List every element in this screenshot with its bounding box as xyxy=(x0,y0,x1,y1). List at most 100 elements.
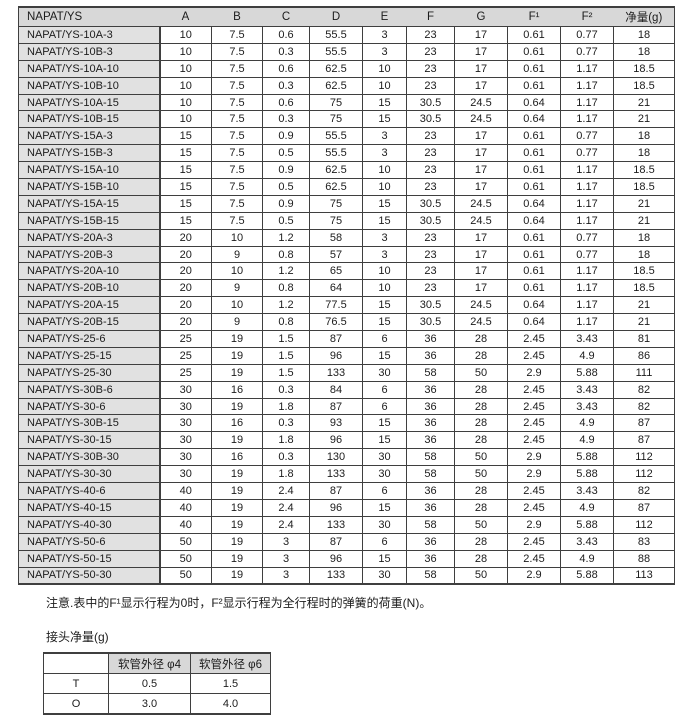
value-cell: 36 xyxy=(406,380,455,399)
value-cell: 7.5 xyxy=(211,178,263,196)
table-row: NAPAT/YS-30B-15 30 16 0.3 93 15 36 28 2.45 4.9 87 xyxy=(18,414,675,433)
value-cell: 87 xyxy=(613,431,675,450)
model-cell: NAPAT/YS-10B-10 xyxy=(18,76,161,95)
value-cell: 58 xyxy=(406,515,455,534)
value-cell: 65 xyxy=(309,262,363,281)
value-cell: 0.64 xyxy=(507,194,561,213)
value-cell: 28 xyxy=(454,532,508,551)
value-cell: 3.43 xyxy=(560,380,614,399)
value-cell: 3 xyxy=(362,245,407,264)
value-cell: 10 xyxy=(159,76,212,95)
value-cell: 19 xyxy=(211,363,263,382)
table-row: NAPAT/YS-40-15 40 19 2.4 96 15 36 28 2.45 4.9 87 xyxy=(18,498,675,517)
value-cell: 2.45 xyxy=(507,532,561,551)
value-cell: 28 xyxy=(454,498,508,517)
value-cell: 36 xyxy=(406,498,455,517)
value-cell: 1.17 xyxy=(560,93,614,112)
value-cell: 58 xyxy=(406,566,455,585)
value-cell: 5.88 xyxy=(560,363,614,382)
value-cell: 55.5 xyxy=(309,144,363,163)
value-cell: 18 xyxy=(613,42,675,61)
value-cell: 9 xyxy=(211,313,263,332)
value-cell: 83 xyxy=(613,532,675,551)
value-cell: 1.8 xyxy=(262,431,310,450)
table-row: NAPAT/YS-10A-15 10 7.5 0.6 75 15 30.5 24.5 0.64 1… xyxy=(18,93,675,112)
spec-column-header: F xyxy=(406,7,455,27)
row-label-cell: O xyxy=(43,693,109,715)
value-cell: 15 xyxy=(362,296,407,315)
value-cell: 7.5 xyxy=(211,42,263,61)
table-row: NAPAT/YS-25-6 25 19 1.5 87 6 36 28 2.45 3.43 81 xyxy=(18,330,675,348)
value-cell: 40 xyxy=(159,482,212,500)
value-cell: 0.61 xyxy=(507,279,561,298)
value-cell: 17 xyxy=(454,144,508,163)
value-cell: 0.5 xyxy=(262,178,310,196)
value-cell: 15 xyxy=(159,211,212,230)
value-cell: 18 xyxy=(613,127,675,146)
value-cell: 19 xyxy=(211,330,263,348)
value-cell: 1.8 xyxy=(262,397,310,416)
value-cell: 3 xyxy=(262,566,310,585)
value-cell: 4.0 xyxy=(190,693,271,715)
value-cell: 23 xyxy=(406,76,455,95)
value-cell: 75 xyxy=(309,211,363,230)
value-cell: 15 xyxy=(362,93,407,112)
value-cell: 10 xyxy=(362,161,407,180)
value-cell: 77.5 xyxy=(309,296,363,315)
value-cell: 5.88 xyxy=(560,515,614,534)
value-cell: 20 xyxy=(159,262,212,281)
table-row: NAPAT/YS-30-6 30 19 1.8 87 6 36 28 2.45 3.43 82 xyxy=(18,397,675,416)
value-cell: 20 xyxy=(159,296,212,315)
value-cell: 15 xyxy=(159,144,212,163)
value-cell: 10 xyxy=(159,93,212,112)
value-cell: 0.64 xyxy=(507,110,561,129)
value-cell: 18 xyxy=(613,26,675,44)
model-cell: NAPAT/YS-10A-15 xyxy=(18,93,161,112)
value-cell: 15 xyxy=(159,127,212,146)
value-cell: 0.9 xyxy=(262,194,310,213)
spec-column-header: B xyxy=(211,7,263,27)
value-cell: 17 xyxy=(454,127,508,146)
value-cell: 24.5 xyxy=(454,211,508,230)
table-row: NAPAT/YS-20B-10 20 9 0.8 64 10 23 17 0.61 1.17 18.… xyxy=(18,279,675,298)
value-cell: 28 xyxy=(454,397,508,416)
value-cell: 50 xyxy=(454,515,508,534)
value-cell: 0.5 xyxy=(108,673,191,695)
value-cell: 15 xyxy=(159,194,212,213)
value-cell: 58 xyxy=(309,228,363,247)
value-cell: 17 xyxy=(454,76,508,95)
value-cell: 19 xyxy=(211,465,263,484)
value-cell: 23 xyxy=(406,279,455,298)
value-cell: 0.64 xyxy=(507,93,561,112)
value-cell: 9 xyxy=(211,245,263,264)
value-cell: 15 xyxy=(362,414,407,433)
value-cell: 0.3 xyxy=(262,380,310,399)
table-row: NAPAT/YS-15B-3 15 7.5 0.5 55.5 3 23 17 0.61 0.77 1… xyxy=(18,144,675,163)
value-cell: 15 xyxy=(362,346,407,365)
value-cell: 3 xyxy=(362,42,407,61)
value-cell: 9 xyxy=(211,279,263,298)
value-cell: 0.6 xyxy=(262,93,310,112)
value-cell: 10 xyxy=(362,59,407,78)
value-cell: 19 xyxy=(211,431,263,450)
value-cell: 6 xyxy=(362,532,407,551)
value-cell: 58 xyxy=(406,465,455,484)
value-cell: 5.88 xyxy=(560,566,614,585)
value-cell: 3 xyxy=(362,127,407,146)
value-cell: 18 xyxy=(613,245,675,264)
value-cell: 30 xyxy=(159,448,212,467)
value-cell: 1.17 xyxy=(560,296,614,315)
value-cell: 2.9 xyxy=(507,566,561,585)
value-cell: 28 xyxy=(454,549,508,568)
value-cell: 15 xyxy=(362,211,407,230)
value-cell: 1.8 xyxy=(262,465,310,484)
value-cell: 4.9 xyxy=(560,414,614,433)
value-cell: 2.4 xyxy=(262,515,310,534)
table-row: NAPAT/YS-40-30 40 19 2.4 133 30 58 50 2.9 5.88 112 xyxy=(18,515,675,534)
row-label-cell: T xyxy=(43,673,109,695)
value-cell: 50 xyxy=(159,549,212,568)
value-cell: 25 xyxy=(159,363,212,382)
value-cell: 2.45 xyxy=(507,397,561,416)
value-cell: 7.5 xyxy=(211,59,263,78)
value-cell: 24.5 xyxy=(454,93,508,112)
